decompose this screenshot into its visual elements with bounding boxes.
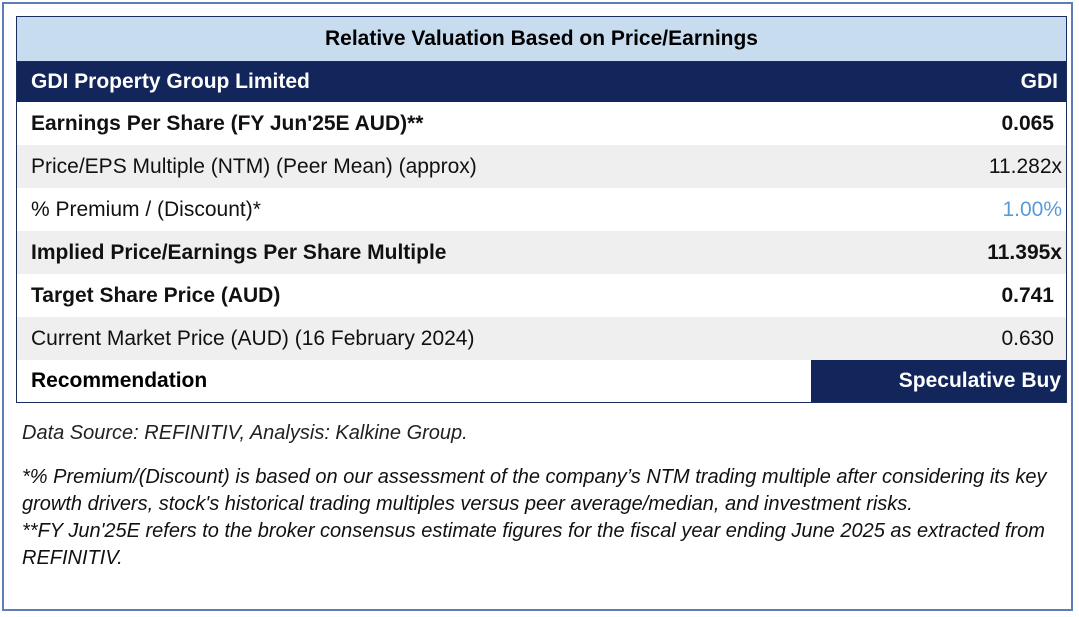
footnotes: *% Premium/(Discount) is based on our as… bbox=[22, 464, 1062, 572]
ticker: GDI bbox=[1020, 70, 1058, 93]
row-value: 0.065 bbox=[1001, 111, 1054, 135]
recommendation-label: Recommendation bbox=[31, 369, 208, 392]
row-label: Target Share Price (AUD) bbox=[31, 283, 281, 307]
recommendation-badge: Speculative Buy bbox=[811, 360, 1066, 402]
footnote-fy: **FY Jun'25E refers to the broker consen… bbox=[22, 520, 1045, 569]
row-label: % Premium / (Discount)* bbox=[31, 197, 261, 221]
table-row-premium: % Premium / (Discount)* 1.00% bbox=[17, 188, 1066, 231]
document-frame: Relative Valuation Based on Price/Earnin… bbox=[2, 2, 1073, 611]
row-label: Current Market Price (AUD) (16 February … bbox=[31, 326, 475, 350]
table-row-target-price: Target Share Price (AUD) 0.741 bbox=[17, 274, 1066, 317]
valuation-table: Relative Valuation Based on Price/Earnin… bbox=[16, 16, 1067, 403]
table-row-pe-multiple: Price/EPS Multiple (NTM) (Peer Mean) (ap… bbox=[17, 145, 1066, 188]
row-label: Price/EPS Multiple (NTM) (Peer Mean) (ap… bbox=[31, 154, 477, 178]
table-row-eps: Earnings Per Share (FY Jun'25E AUD)** 0.… bbox=[17, 102, 1066, 145]
row-value: 11.282x bbox=[988, 154, 1062, 178]
footnote-premium: *% Premium/(Discount) is based on our as… bbox=[22, 466, 1047, 515]
table-title: Relative Valuation Based on Price/Earnin… bbox=[17, 17, 1066, 62]
table-row-implied-multiple: Implied Price/Earnings Per Share Multipl… bbox=[17, 231, 1066, 274]
company-name: GDI Property Group Limited bbox=[31, 70, 310, 93]
table-row-recommendation: Recommendation Speculative Buy bbox=[17, 360, 1066, 402]
row-label: Implied Price/Earnings Per Share Multipl… bbox=[31, 240, 447, 264]
row-label: Earnings Per Share (FY Jun'25E AUD)** bbox=[31, 111, 424, 135]
row-value: 11.395x bbox=[987, 240, 1062, 264]
table-row-current-price: Current Market Price (AUD) (16 February … bbox=[17, 317, 1066, 360]
row-value: 0.741 bbox=[1001, 283, 1054, 307]
row-value: 0.630 bbox=[1001, 326, 1054, 350]
data-source-note: Data Source: REFINITIV, Analysis: Kalkin… bbox=[22, 422, 468, 444]
row-value: 1.00% bbox=[1002, 197, 1062, 221]
company-header: GDI Property Group Limited GDI bbox=[17, 62, 1066, 102]
